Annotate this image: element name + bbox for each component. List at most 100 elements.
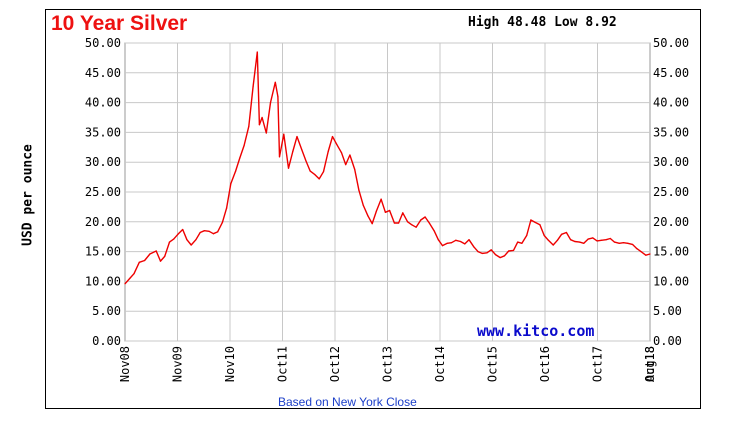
price-point: [133, 273, 135, 275]
price-point: [143, 259, 146, 262]
price-point: [380, 198, 382, 200]
price-point: [243, 144, 245, 147]
price-point: [195, 239, 197, 241]
x-tick-label: Oct15: [486, 346, 500, 382]
price-point: [574, 240, 576, 243]
y-tick-label-right: 35.00: [653, 125, 689, 139]
price-point: [327, 150, 329, 153]
price-point: [322, 171, 325, 173]
y-tick-label-right: 25.00: [653, 185, 689, 199]
y-tick-label-left: 30.00: [85, 155, 121, 169]
y-tick-label-left: 25.00: [85, 185, 121, 199]
price-point: [428, 222, 430, 224]
price-point: [420, 219, 422, 221]
kitco-watermark[interactable]: www.kitco.com: [477, 322, 595, 340]
footer-note[interactable]: Based on New York Close: [278, 395, 417, 409]
price-point: [221, 221, 223, 223]
x-tick-label: Oct12: [328, 346, 342, 382]
price-point: [552, 244, 554, 246]
y-tick-label-right: 15.00: [653, 245, 689, 259]
price-point: [600, 239, 602, 241]
price-point: [437, 239, 439, 241]
y-tick-label-right: 30.00: [653, 155, 689, 169]
price-point: [226, 207, 228, 209]
price-point: [336, 143, 338, 145]
price-point: [526, 234, 528, 237]
price-point: [587, 238, 589, 240]
price-point: [212, 233, 214, 235]
price-point: [375, 210, 377, 212]
price-point: [239, 157, 241, 159]
price-point: [596, 240, 598, 242]
price-point: [605, 239, 607, 241]
price-point: [459, 240, 462, 243]
price-point: [155, 250, 157, 252]
x-tick-label: Oct14: [433, 346, 447, 382]
price-point: [446, 242, 448, 244]
price-point: [367, 215, 369, 217]
price-point: [159, 260, 162, 262]
price-point: [235, 170, 237, 172]
y-tick-label-left: 15.00: [85, 245, 121, 259]
price-point: [258, 124, 261, 126]
price-point: [481, 252, 483, 254]
high-low-readout: High 48.48 Low 8.92: [468, 15, 617, 30]
price-point: [570, 239, 572, 241]
price-point: [424, 216, 426, 218]
x-tick-label: Aug18: [643, 346, 657, 382]
price-point: [331, 135, 334, 138]
y-tick-label-left: 40.00: [85, 96, 121, 110]
price-point: [252, 85, 254, 88]
price-point: [534, 221, 536, 223]
price-point: [561, 233, 563, 235]
price-point: [203, 230, 205, 232]
price-point: [248, 125, 250, 128]
price-point: [499, 256, 501, 259]
price-point: [649, 253, 651, 255]
price-point: [547, 239, 549, 241]
price-point: [398, 222, 400, 224]
high-label: High: [468, 15, 500, 30]
price-point: [345, 163, 347, 166]
price-point: [283, 133, 285, 135]
price-point: [618, 242, 620, 244]
x-tick-label: Nov08: [118, 346, 132, 382]
price-point: [256, 51, 258, 53]
price-point: [486, 252, 488, 254]
price-point: [521, 242, 523, 244]
price-point: [278, 156, 281, 158]
price-point: [455, 239, 457, 241]
y-axis-label: USD per ounce: [20, 144, 36, 246]
price-point: [168, 241, 171, 243]
price-point: [503, 255, 506, 257]
price-point: [358, 189, 360, 191]
price-point: [177, 233, 179, 235]
price-point: [190, 244, 192, 246]
price-point: [277, 96, 279, 98]
price-point: [384, 211, 386, 213]
x-tick-label: Oct17: [591, 346, 605, 382]
x-tick-label: Nov09: [171, 346, 185, 382]
price-point: [362, 204, 364, 206]
price-point: [217, 231, 219, 233]
price-point: [182, 228, 184, 231]
x-tick-label: Nov10: [223, 346, 237, 382]
y-tick-label-left: 35.00: [85, 125, 121, 139]
high-value: 48.48: [507, 15, 547, 30]
y-tick-label-right: 5.00: [653, 304, 682, 318]
y-tick-label-left: 10.00: [85, 274, 121, 288]
price-point: [199, 231, 201, 234]
price-point: [543, 234, 545, 237]
price-point: [389, 209, 391, 212]
price-point: [124, 283, 126, 285]
price-point: [609, 237, 611, 240]
price-point: [636, 248, 638, 250]
price-point: [265, 132, 267, 134]
price-point: [269, 102, 272, 104]
y-tick-label-left: 45.00: [85, 66, 121, 80]
y-tick-label-left: 0.00: [92, 334, 121, 348]
price-point: [274, 81, 276, 83]
y-tick-label-left: 20.00: [85, 215, 121, 229]
price-point: [631, 243, 634, 246]
